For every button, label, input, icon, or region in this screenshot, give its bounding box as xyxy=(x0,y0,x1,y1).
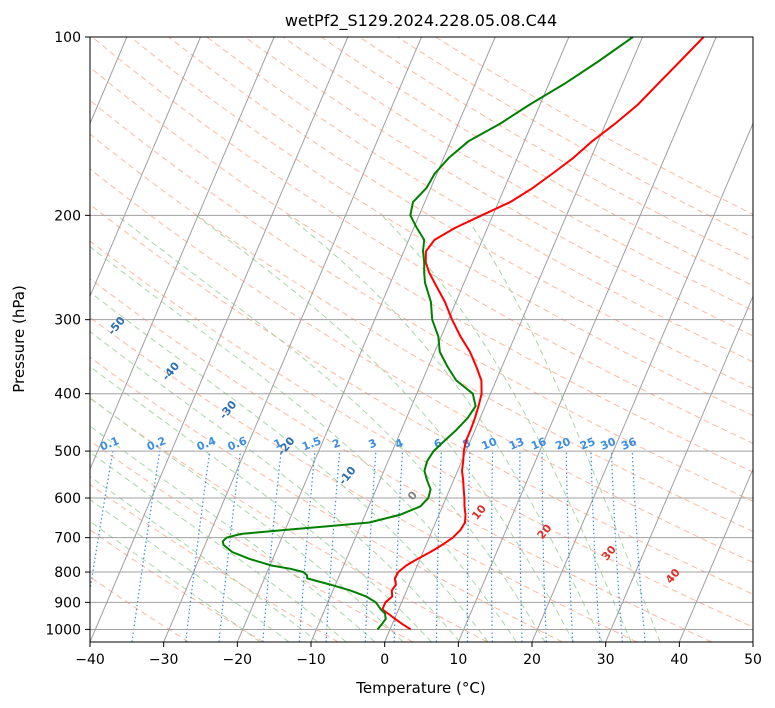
mixing-ratio-label: 25 xyxy=(578,435,597,453)
isotherm-line xyxy=(236,37,496,642)
dry-adiabat-line xyxy=(90,483,339,642)
isotherm-line xyxy=(605,295,753,642)
dry-adiabat-line xyxy=(206,37,753,363)
isotherm-line xyxy=(163,37,422,642)
mixing-ratio-line xyxy=(185,451,211,642)
mixing-ratio-line xyxy=(298,451,316,642)
isotherm-line xyxy=(384,37,643,642)
x-tick-label: −30 xyxy=(149,652,179,668)
x-tick-label: −20 xyxy=(223,652,253,668)
dry-adiabat-line xyxy=(90,99,753,502)
plot-area: 0.10.20.40.611.52346810131620253036-100-… xyxy=(90,37,753,642)
moist-adiabat-line xyxy=(90,520,261,642)
moist-adiabat-line xyxy=(90,451,347,642)
moist-adiabat-line xyxy=(195,214,575,642)
mixing-ratio-label: 20 xyxy=(553,435,572,453)
moist-adiabat-line xyxy=(464,215,661,642)
dry-adiabat-line xyxy=(90,66,753,473)
moist-adiabat-line xyxy=(90,397,404,642)
y-tick-label: 400 xyxy=(54,387,81,403)
x-tick-label: 50 xyxy=(744,652,762,668)
moist-adiabat-line xyxy=(287,214,603,642)
dry-adiabat-line xyxy=(130,37,753,417)
mixing-ratio-line xyxy=(218,451,242,642)
mixing-ratio-label: 3 xyxy=(367,436,379,451)
dry-adiabat-line xyxy=(90,278,712,642)
y-tick-label: 800 xyxy=(54,565,81,581)
mixing-ratio-label: 16 xyxy=(529,435,548,453)
isotherm-line xyxy=(90,37,349,642)
plot-frame xyxy=(89,36,754,643)
dewpoint-profile-line xyxy=(221,37,634,631)
x-tick-label: 0 xyxy=(380,652,389,668)
dry-adiabat-line xyxy=(90,440,414,642)
moist-adiabat-line xyxy=(90,246,517,642)
x-tick-label: −40 xyxy=(75,652,105,668)
chart-title: wetPf2_S129.2024.228.05.08.C44 xyxy=(285,11,557,31)
y-tick-label: 500 xyxy=(54,444,81,460)
y-tick-label: 600 xyxy=(54,491,81,507)
y-tick-label: 1000 xyxy=(45,622,81,638)
x-tick-label: −10 xyxy=(296,652,326,668)
isotherm-line xyxy=(90,37,201,298)
isotherm-line xyxy=(457,37,717,642)
dry-adiabat-line xyxy=(90,316,638,642)
isotherm-line xyxy=(678,467,753,642)
mixing-ratio-line xyxy=(90,450,114,594)
mixing-ratio-label: 10 xyxy=(480,435,499,453)
mixing-ratio-line xyxy=(131,451,161,642)
y-axis-title: Pressure (hPa) xyxy=(10,285,28,393)
dry-adiabat-line xyxy=(91,37,753,445)
y-tick-label: 100 xyxy=(54,30,81,46)
x-axis-title: Temperature (°C) xyxy=(355,679,485,697)
y-tick-label: 900 xyxy=(54,595,81,611)
x-tick-label: 40 xyxy=(670,652,688,668)
mixing-ratio-label: 1 xyxy=(272,436,284,451)
moist-adiabat-line xyxy=(90,331,461,642)
x-tick-label: 10 xyxy=(449,652,467,668)
x-tick-label: 30 xyxy=(597,652,615,668)
mixing-ratio-label: 2 xyxy=(330,436,342,451)
moist-adiabat-line xyxy=(116,214,546,642)
moist-adiabat-line xyxy=(90,475,319,642)
y-tick-label: 700 xyxy=(54,531,81,547)
moist-adiabat-line xyxy=(381,214,632,642)
moist-adiabat-line xyxy=(90,291,489,642)
moist-adiabat-line xyxy=(90,498,290,642)
mixing-ratio-line xyxy=(631,451,646,642)
mixing-ratio-label: 36 xyxy=(619,435,638,453)
axes: −40 −30 −20 −10 0 10 20 30 40 50 100 200 300 400 500 60… xyxy=(45,30,762,668)
isotherm-line xyxy=(90,37,275,471)
y-tick-label: 300 xyxy=(54,313,81,329)
dry-adiabat-line xyxy=(90,240,753,628)
x-tick-label: 20 xyxy=(523,652,541,668)
isotherm-line xyxy=(531,122,753,642)
mixing-ratio-label: 13 xyxy=(507,435,526,453)
y-tick-label: 200 xyxy=(54,208,81,224)
dry-adiabat-line xyxy=(90,168,753,563)
mixing-ratio-label: 8 xyxy=(461,436,473,451)
mixing-ratio-label: 30 xyxy=(599,435,618,453)
dry-adiabat-line xyxy=(168,37,753,389)
mixing-ratio-line xyxy=(262,451,282,642)
isotherm-line xyxy=(310,37,570,642)
temperature-profile-line xyxy=(381,37,705,631)
